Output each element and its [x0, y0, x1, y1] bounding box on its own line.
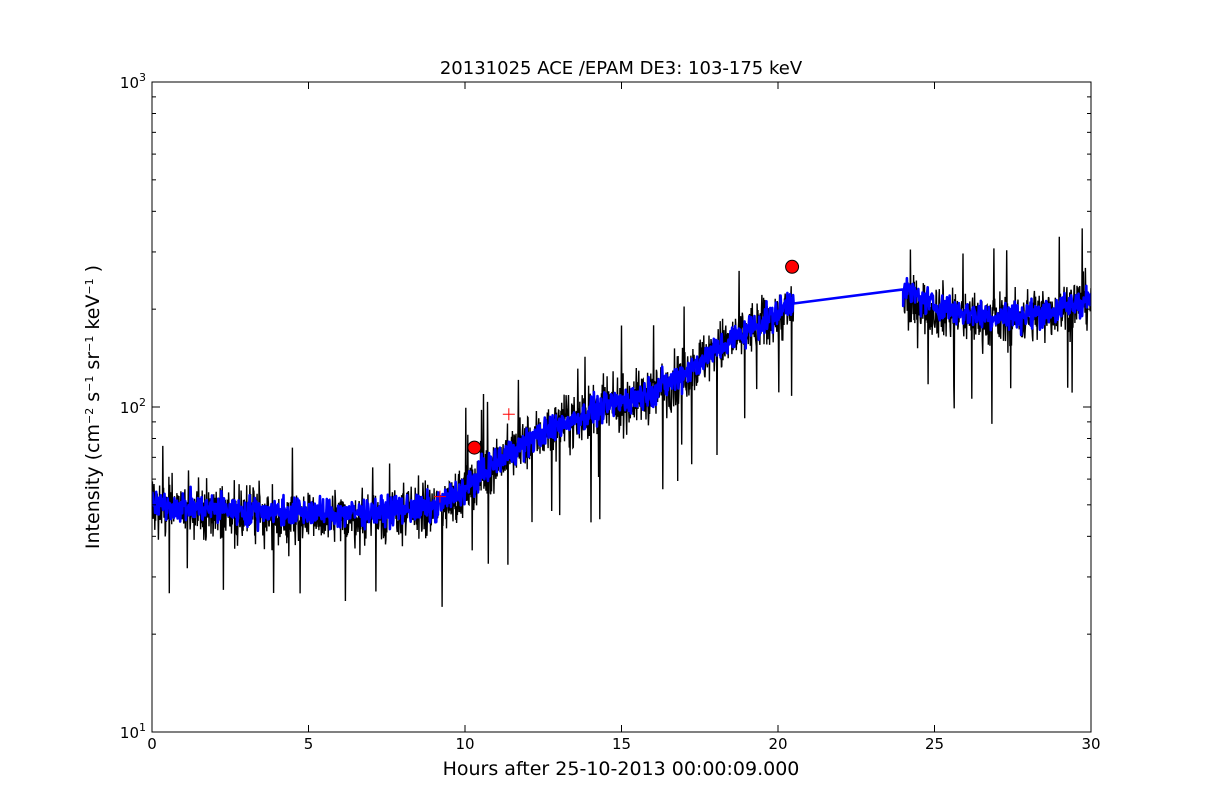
- y-label-exp3: −1: [83, 336, 96, 352]
- marker-plus-3: [502, 408, 515, 421]
- y-tick-exp-2: 3: [139, 71, 146, 84]
- y-tick-label-0: 101: [120, 721, 146, 742]
- y-tick-label-1: 102: [120, 396, 146, 417]
- x-tick-label-4: 20: [768, 735, 787, 753]
- y-label-exp4: −1: [83, 278, 96, 294]
- y-tick-exp-1: 2: [139, 396, 146, 409]
- x-tick-label-5: 25: [925, 735, 944, 753]
- event-markers: [433, 259, 800, 503]
- marker-circle-0: [467, 440, 482, 455]
- y-label-suffix: ): [82, 265, 104, 278]
- chart-title: 20131025 ACE /EPAM DE3: 103-175 keV: [440, 58, 803, 79]
- y-tick-base-1: 10: [120, 399, 139, 417]
- smoothed-intensity-series: [152, 276, 1091, 533]
- y-tick-base-0: 10: [120, 724, 139, 742]
- y-tick-base-2: 10: [120, 74, 139, 92]
- y-label-kev: keV: [82, 295, 104, 336]
- y-label-s: s: [82, 392, 104, 408]
- y-label-exp1: −2: [83, 408, 96, 424]
- x-tick-label-0: 0: [147, 735, 157, 753]
- y-label-sr: sr: [82, 352, 104, 376]
- y-tick-label-2: 103: [120, 71, 146, 92]
- x-tick-label-3: 15: [612, 735, 631, 753]
- y-label-prefix: Intensity (cm: [82, 424, 104, 549]
- y-axis-label: Intensity (cm−2 s−1 sr−1 keV−1 ): [82, 265, 104, 549]
- y-label-exp2: −1: [83, 376, 96, 392]
- marker-circle-1: [785, 259, 800, 274]
- x-tick-label-1: 5: [304, 735, 314, 753]
- x-tick-label-6: 30: [1081, 735, 1100, 753]
- x-axis: 0 5 10 15 20 25 30: [147, 82, 1101, 753]
- y-tick-exp-0: 1: [139, 721, 146, 734]
- x-axis-label: Hours after 25-10-2013 00:00:09.000: [443, 758, 800, 780]
- smoothed-line: [152, 276, 1091, 533]
- x-tick-label-2: 10: [455, 735, 474, 753]
- marker-plus-2: [433, 490, 446, 503]
